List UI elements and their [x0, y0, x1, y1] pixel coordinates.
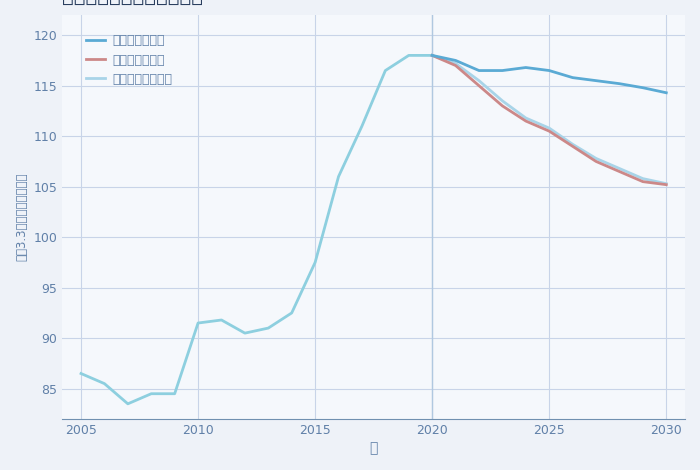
Text: 中古マンションの価格推移: 中古マンションの価格推移: [62, 0, 203, 6]
Y-axis label: 坪（3.3㎡）単価（万円）: 坪（3.3㎡）単価（万円）: [15, 173, 28, 261]
Legend: グッドシナリオ, バッドシナリオ, ノーマルシナリオ: グッドシナリオ, バッドシナリオ, ノーマルシナリオ: [81, 29, 177, 91]
X-axis label: 年: 年: [370, 441, 378, 455]
